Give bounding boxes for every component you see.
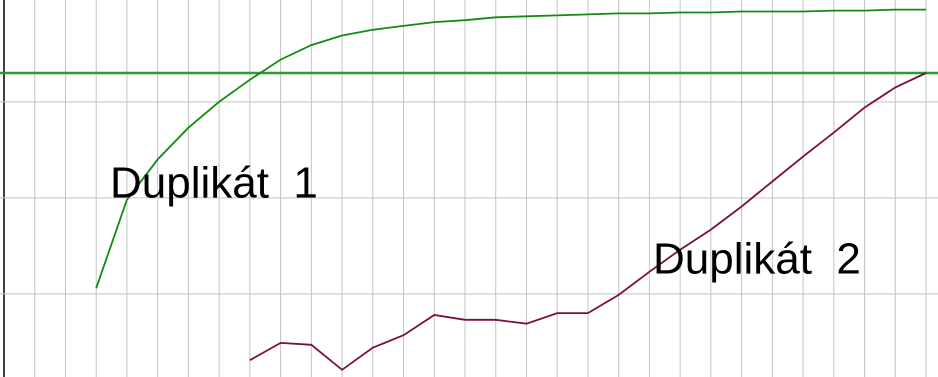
series-line xyxy=(95,8,926,289)
annotation: Duplikát 1 xyxy=(110,159,318,208)
annotation: Duplikát 2 xyxy=(653,235,861,284)
series-line xyxy=(249,72,927,371)
